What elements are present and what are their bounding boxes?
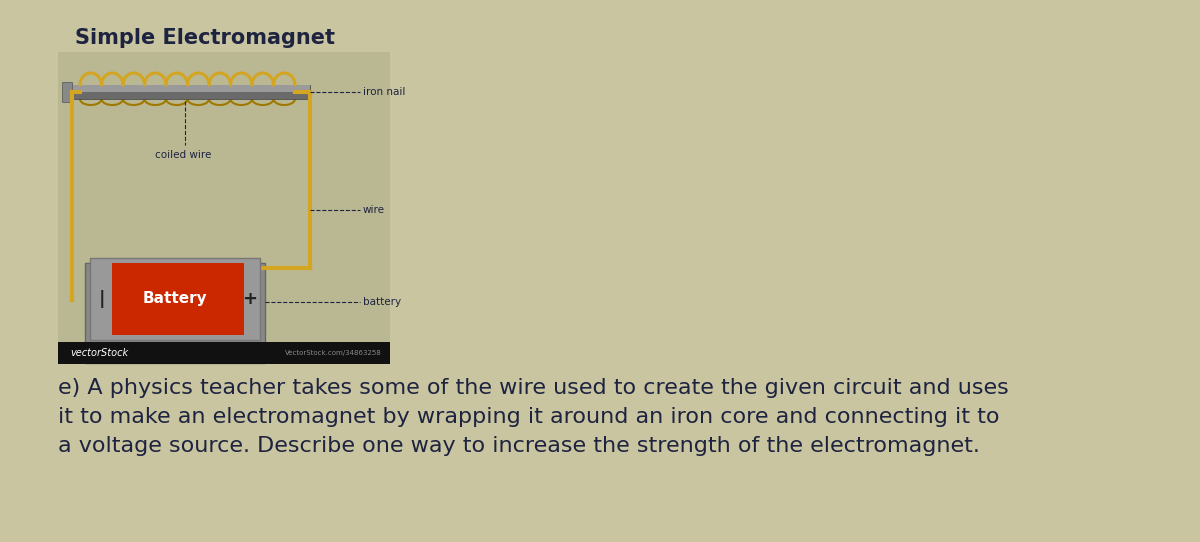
Text: iron nail: iron nail (364, 87, 406, 97)
Bar (90, 258, 260, 340)
Bar (58, 342, 390, 364)
Bar (62, 82, 72, 102)
Bar (70, 85, 310, 92)
Bar (112, 263, 244, 335)
Bar (70, 85, 310, 99)
Bar (82, 345, 268, 359)
Text: VectorStock.com/34863258: VectorStock.com/34863258 (286, 350, 382, 356)
Bar (85, 263, 265, 363)
Text: coiled wire: coiled wire (155, 150, 211, 160)
Bar (58, 52, 390, 360)
Text: +: + (242, 290, 258, 308)
Text: Battery: Battery (143, 292, 208, 306)
Text: wire: wire (364, 205, 385, 215)
Text: vectorStock: vectorStock (70, 348, 128, 358)
Text: Simple Electromagnet: Simple Electromagnet (74, 28, 335, 48)
Text: e) A physics teacher takes some of the wire used to create the given circuit and: e) A physics teacher takes some of the w… (58, 378, 1009, 456)
Text: battery: battery (364, 297, 401, 307)
Text: |: | (98, 290, 106, 308)
